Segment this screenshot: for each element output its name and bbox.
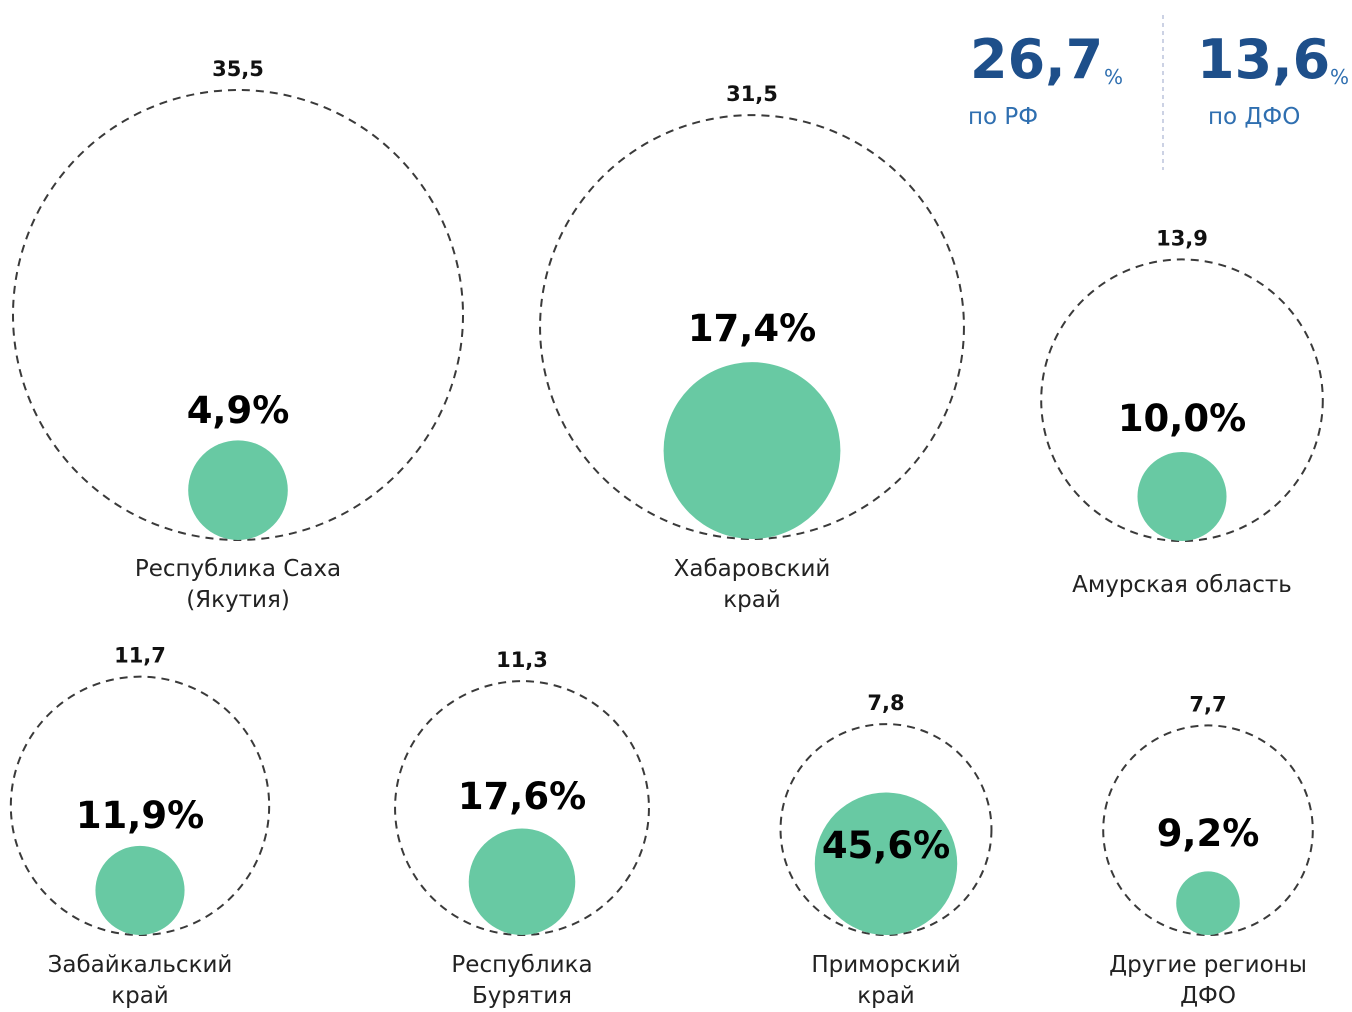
total-label: 7,8: [867, 691, 904, 715]
share-label: 10,0%: [1118, 397, 1246, 440]
share-circle: [1176, 871, 1240, 935]
share-label: 17,6%: [458, 775, 586, 818]
total-label: 11,3: [496, 648, 548, 672]
share-circle: [814, 792, 958, 935]
summary-value: 26,7: [970, 28, 1103, 91]
share-label: 17,4%: [688, 307, 816, 350]
summary-caption: по ДФО: [1208, 104, 1300, 130]
total-label: 7,7: [1189, 692, 1226, 716]
summary-unit: %: [1104, 65, 1123, 89]
category-label: Республика Саха (Якутия): [134, 556, 342, 613]
total-circle: [1102, 724, 1314, 937]
share-label: 11,9%: [76, 794, 204, 837]
summary-unit: %: [1330, 65, 1349, 89]
category-label: Амурская область: [1072, 572, 1292, 598]
category-label: Республика Бурятия: [451, 952, 593, 1009]
total-circle: [539, 114, 965, 540]
share-circle: [468, 828, 576, 935]
summary-value: 13,6: [1197, 28, 1330, 91]
total-label: 11,7: [114, 644, 166, 668]
total-circle: [779, 723, 993, 936]
category-label: Приморский край: [811, 952, 961, 1009]
category-label: Забайкальский край: [47, 952, 233, 1009]
share-circle: [95, 845, 185, 935]
share-circle: [1137, 451, 1227, 541]
total-circle: [1040, 258, 1324, 543]
summary-caption: по РФ: [968, 104, 1038, 130]
share-label: 4,9%: [187, 389, 290, 432]
total-circle: [9, 675, 271, 937]
total-label: 35,5: [212, 57, 264, 81]
share-label: 45,6%: [822, 824, 950, 867]
category-label: Другие регионы ДФО: [1109, 952, 1307, 1009]
total-circle: [394, 680, 650, 937]
category-label: Хабаровский край: [673, 556, 831, 613]
total-label: 13,9: [1156, 226, 1208, 250]
share-circle: [663, 362, 841, 539]
total-label: 31,5: [726, 82, 778, 106]
share-circle: [188, 440, 288, 540]
share-label: 9,2%: [1157, 812, 1260, 855]
total-circle: [12, 89, 464, 541]
